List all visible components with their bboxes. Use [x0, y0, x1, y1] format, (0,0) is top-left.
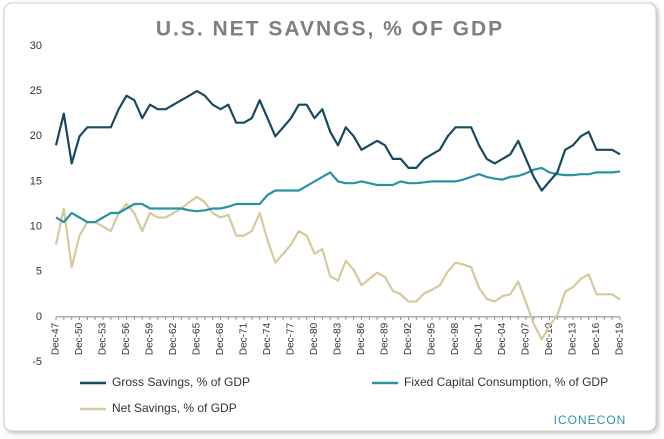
- x-tick-label: Dec-95: [427, 322, 438, 355]
- x-tick-label: Dec-92: [403, 322, 414, 355]
- x-tick-label: Dec-13: [568, 322, 579, 355]
- x-tick-label: Dec-59: [145, 322, 156, 355]
- x-tick-label: Dec-16: [591, 322, 602, 355]
- legend-label: Gross Savings, % of GDP: [112, 375, 250, 389]
- x-tick-label: Dec-56: [121, 322, 132, 355]
- series-line: [55, 166, 621, 224]
- legend-label: Fixed Capital Consumption, % of GDP: [404, 375, 608, 389]
- x-tick-label: Dec-07: [521, 322, 532, 355]
- x-tick-label: Dec-19: [615, 322, 626, 355]
- x-tick-label: Dec-65: [192, 322, 203, 355]
- chart-frame: [3, 2, 657, 432]
- x-tick-label: Dec-77: [286, 322, 297, 355]
- x-tick-label: Dec-50: [74, 322, 85, 355]
- x-tick-label: Dec-83: [333, 322, 344, 355]
- legend-label: Net Savings, % of GDP: [112, 401, 237, 415]
- x-tick-label: Dec-47: [51, 322, 62, 355]
- y-tick-label: 5: [36, 266, 42, 278]
- x-tick-label: Dec-04: [497, 322, 508, 355]
- y-tick-label: 20: [30, 130, 42, 142]
- y-tick-label: 10: [30, 220, 42, 232]
- chart-title: U.S. NET SAVNGS, % OF GDP: [156, 18, 504, 41]
- y-tick-label: 25: [30, 85, 42, 97]
- x-tick-label: Dec-71: [239, 322, 250, 355]
- x-tick-label: Dec-80: [309, 322, 320, 355]
- x-tick-label: Dec-62: [168, 322, 179, 355]
- x-tick-label: Dec-86: [356, 322, 367, 355]
- y-tick-label: 15: [30, 175, 42, 187]
- x-tick-label: Dec-53: [98, 322, 109, 355]
- series-line: [54, 90, 621, 192]
- x-tick-label: Dec-98: [450, 322, 461, 355]
- y-tick-label: 30: [30, 40, 42, 52]
- series-line: [54, 195, 621, 341]
- x-tick-label: Dec-74: [262, 322, 273, 355]
- x-tick-label: Dec-68: [215, 322, 226, 355]
- x-tick-label: Dec-10: [544, 322, 555, 355]
- logo: ICONECON: [554, 413, 627, 427]
- x-tick-label: Dec-89: [380, 322, 391, 355]
- y-tick-label: 0: [36, 311, 42, 323]
- x-tick-label: Dec-01: [474, 322, 485, 355]
- y-tick-label: -5: [32, 356, 42, 368]
